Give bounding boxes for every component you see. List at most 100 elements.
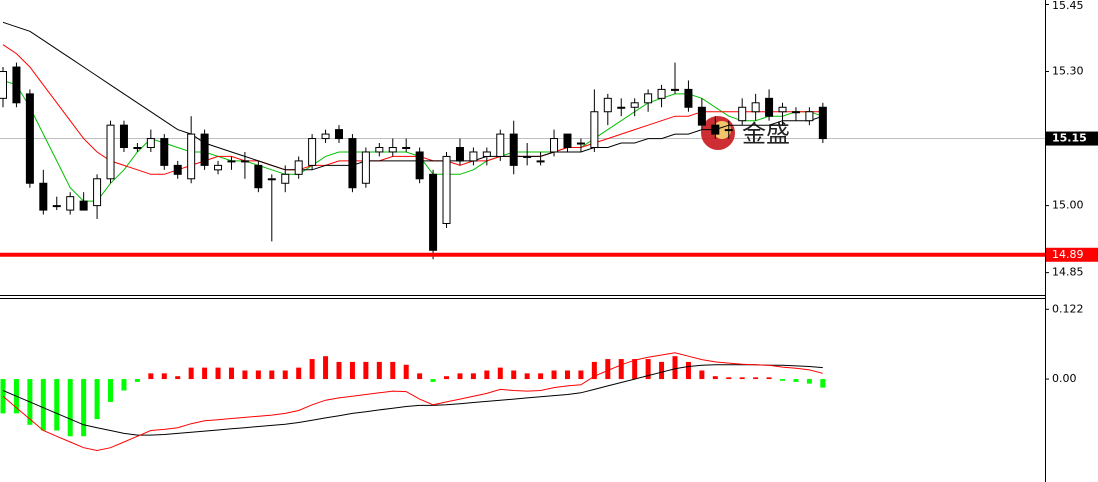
candle-body: [563, 133, 572, 149]
current-price-label: 15.15: [1052, 132, 1087, 145]
candle-body: [603, 97, 612, 113]
histogram-bar: [457, 373, 463, 380]
candle-body: [469, 151, 478, 162]
candle-body: [267, 178, 276, 181]
macd-line: [2, 352, 823, 452]
histogram-bar: [417, 373, 423, 380]
candle-body: [93, 178, 102, 207]
candle-body: [590, 111, 599, 148]
candle-body: [523, 155, 532, 158]
watermark-text: 金盛: [742, 120, 790, 148]
histogram-bar: [376, 361, 382, 380]
candle-body: [818, 106, 827, 140]
histogram-bar: [242, 370, 248, 380]
candle-body: [146, 138, 155, 149]
histogram-bar: [282, 370, 288, 380]
candle-body: [66, 196, 75, 211]
candle-body: [0, 71, 7, 99]
histogram-bar: [739, 377, 745, 380]
histogram-bar: [323, 356, 329, 380]
candle-body: [119, 124, 128, 148]
histogram-bar: [309, 359, 315, 380]
histogram-bar: [188, 367, 194, 380]
histogram-bar: [793, 379, 799, 382]
candle-body: [25, 93, 34, 184]
histogram-bar: [726, 377, 732, 380]
candle-body: [455, 147, 464, 162]
candle-body: [281, 173, 290, 184]
candle-body: [187, 133, 196, 180]
candle-body: [348, 138, 357, 189]
candle-body: [442, 155, 451, 224]
candle-body: [173, 164, 182, 175]
histogram-bar: [336, 361, 342, 380]
histogram-bar: [40, 379, 46, 431]
histogram-bar: [255, 370, 261, 380]
candle-body: [361, 151, 370, 184]
candle-body: [160, 138, 169, 166]
histogram-bar: [591, 361, 597, 380]
candle-body: [644, 93, 653, 104]
histogram-bar: [202, 367, 208, 380]
histogram-bar: [108, 379, 114, 402]
histogram-bar: [551, 370, 557, 380]
candle-body: [778, 106, 787, 113]
histogram-bar: [632, 359, 638, 380]
y-tick-label: 15.45: [1052, 0, 1084, 12]
histogram-bar: [806, 379, 812, 384]
candle-body: [429, 173, 438, 251]
histogram-bar: [390, 361, 396, 380]
candle-body: [550, 138, 559, 153]
histogram-bar: [134, 379, 140, 382]
histogram-bar: [497, 367, 503, 380]
candle-body: [240, 160, 249, 163]
histogram-bar: [766, 377, 772, 380]
level-label-box: [1046, 247, 1098, 262]
histogram-bar: [699, 370, 705, 380]
candle-body: [576, 142, 585, 145]
histogram-bar: [296, 367, 302, 380]
histogram-bar: [363, 361, 369, 380]
candle-body: [388, 147, 397, 153]
candle-body: [254, 164, 263, 189]
candle-body: [671, 88, 679, 91]
histogram-bar: [672, 356, 678, 380]
candle-body: [321, 133, 330, 140]
histogram-bar: [444, 376, 450, 380]
candle-body: [738, 106, 747, 122]
y-tick-label: 14.85: [1052, 266, 1084, 279]
current-price-box: [1046, 131, 1098, 146]
candle-body: [402, 147, 411, 149]
histogram-bar: [175, 376, 181, 380]
histogram-bar: [484, 370, 490, 380]
histogram-bar: [659, 361, 665, 380]
histogram-bar: [403, 364, 409, 380]
candle-body: [697, 106, 706, 126]
histogram-bar: [94, 379, 100, 420]
histogram-bar: [618, 359, 624, 380]
y-tick-label: 0.00: [1052, 372, 1077, 385]
candle-body: [227, 160, 236, 163]
candle-body: [791, 111, 800, 114]
moving-average: [2, 44, 823, 175]
histogram-bar: [67, 379, 73, 437]
y-tick-label: 15.00: [1052, 199, 1084, 212]
candle-body: [214, 164, 223, 171]
candle-body: [765, 97, 774, 117]
candle-body: [509, 133, 518, 166]
histogram-bar: [269, 370, 275, 380]
candle-body: [308, 138, 317, 166]
candle-body: [335, 129, 343, 140]
y-tick-label: 15.30: [1052, 65, 1084, 78]
candle-body: [294, 160, 303, 175]
histogram-bar: [349, 361, 355, 380]
histogram-bar: [605, 359, 611, 380]
histogram-bar: [820, 379, 826, 388]
histogram-bar: [148, 373, 154, 380]
histogram-bar: [524, 373, 530, 380]
candle-body: [657, 88, 666, 99]
histogram-bar: [121, 379, 127, 391]
